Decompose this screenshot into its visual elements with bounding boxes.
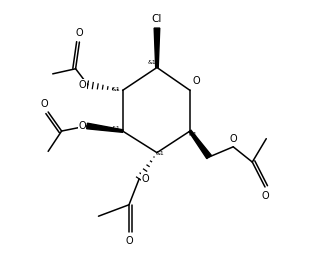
Polygon shape — [87, 123, 123, 132]
Polygon shape — [154, 28, 160, 68]
Text: Cl: Cl — [152, 14, 162, 24]
Text: &1: &1 — [188, 132, 197, 136]
Text: O: O — [125, 236, 133, 246]
Text: &1: &1 — [112, 126, 121, 131]
Text: &1: &1 — [112, 87, 121, 91]
Text: O: O — [79, 80, 86, 90]
Text: O: O — [41, 99, 48, 109]
Text: &1: &1 — [147, 60, 156, 65]
Text: O: O — [142, 174, 149, 184]
Text: O: O — [78, 121, 86, 131]
Text: O: O — [261, 191, 269, 201]
Text: &1: &1 — [155, 151, 164, 157]
Polygon shape — [189, 130, 211, 159]
Text: O: O — [229, 134, 237, 144]
Text: O: O — [193, 77, 200, 86]
Text: O: O — [76, 28, 83, 38]
